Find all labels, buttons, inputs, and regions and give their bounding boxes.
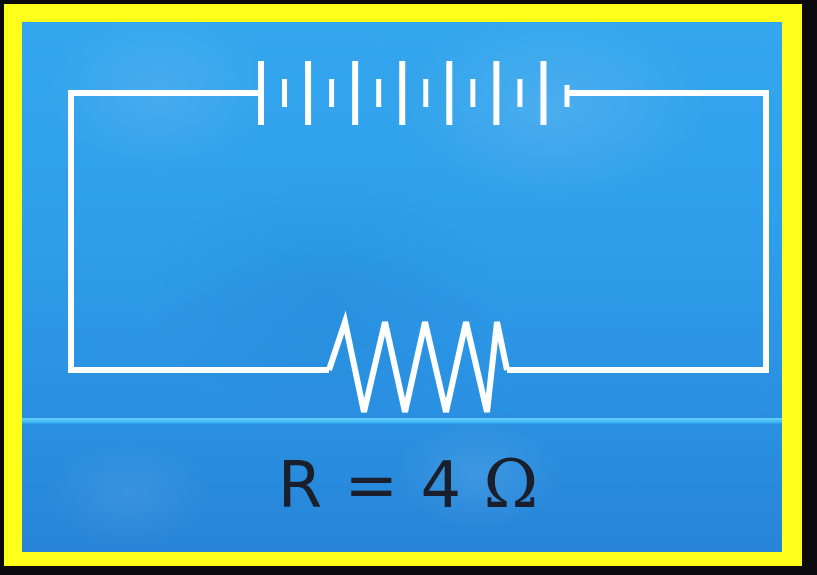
ohm-unit: Ω — [483, 446, 540, 523]
resistance-label: R = 4 Ω — [0, 452, 817, 519]
equals-sign: = — [344, 449, 400, 523]
resistor — [326, 310, 510, 413]
circuit-wires — [68, 90, 769, 373]
resistance-value: 4 — [420, 449, 463, 523]
resistor-zigzag — [326, 310, 510, 413]
battery — [258, 61, 570, 125]
resistance-symbol: R — [277, 449, 324, 523]
wire-right — [507, 90, 769, 373]
wire-left — [68, 90, 329, 373]
panel-divider — [22, 418, 782, 424]
label-panel — [22, 424, 782, 552]
